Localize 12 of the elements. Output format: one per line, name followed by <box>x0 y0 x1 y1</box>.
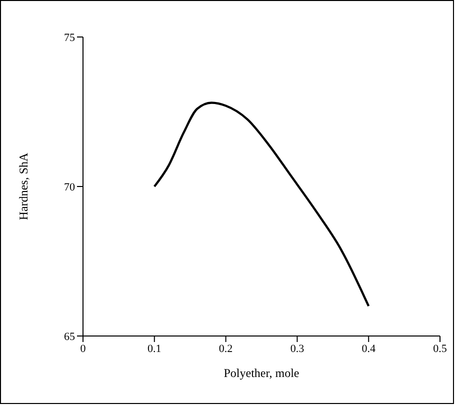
y-axis-title: Hardnes, ShA <box>16 152 30 220</box>
x-tick-label: 0.1 <box>148 342 162 355</box>
line-series <box>153 102 370 308</box>
y-tick-label: 70 <box>64 181 76 194</box>
y-tick-label: 75 <box>64 32 76 44</box>
x-axis-title: Polyether, mole <box>224 366 300 380</box>
x-tick-label: 0 <box>80 342 86 355</box>
x-tick-label: 0.3 <box>290 342 305 355</box>
x-tick-label: 0.4 <box>362 342 376 355</box>
x-tick-label: 0.5 <box>433 342 448 355</box>
y-tick-label: 65 <box>64 330 76 343</box>
x-tick-label: 0.2 <box>218 342 233 355</box>
